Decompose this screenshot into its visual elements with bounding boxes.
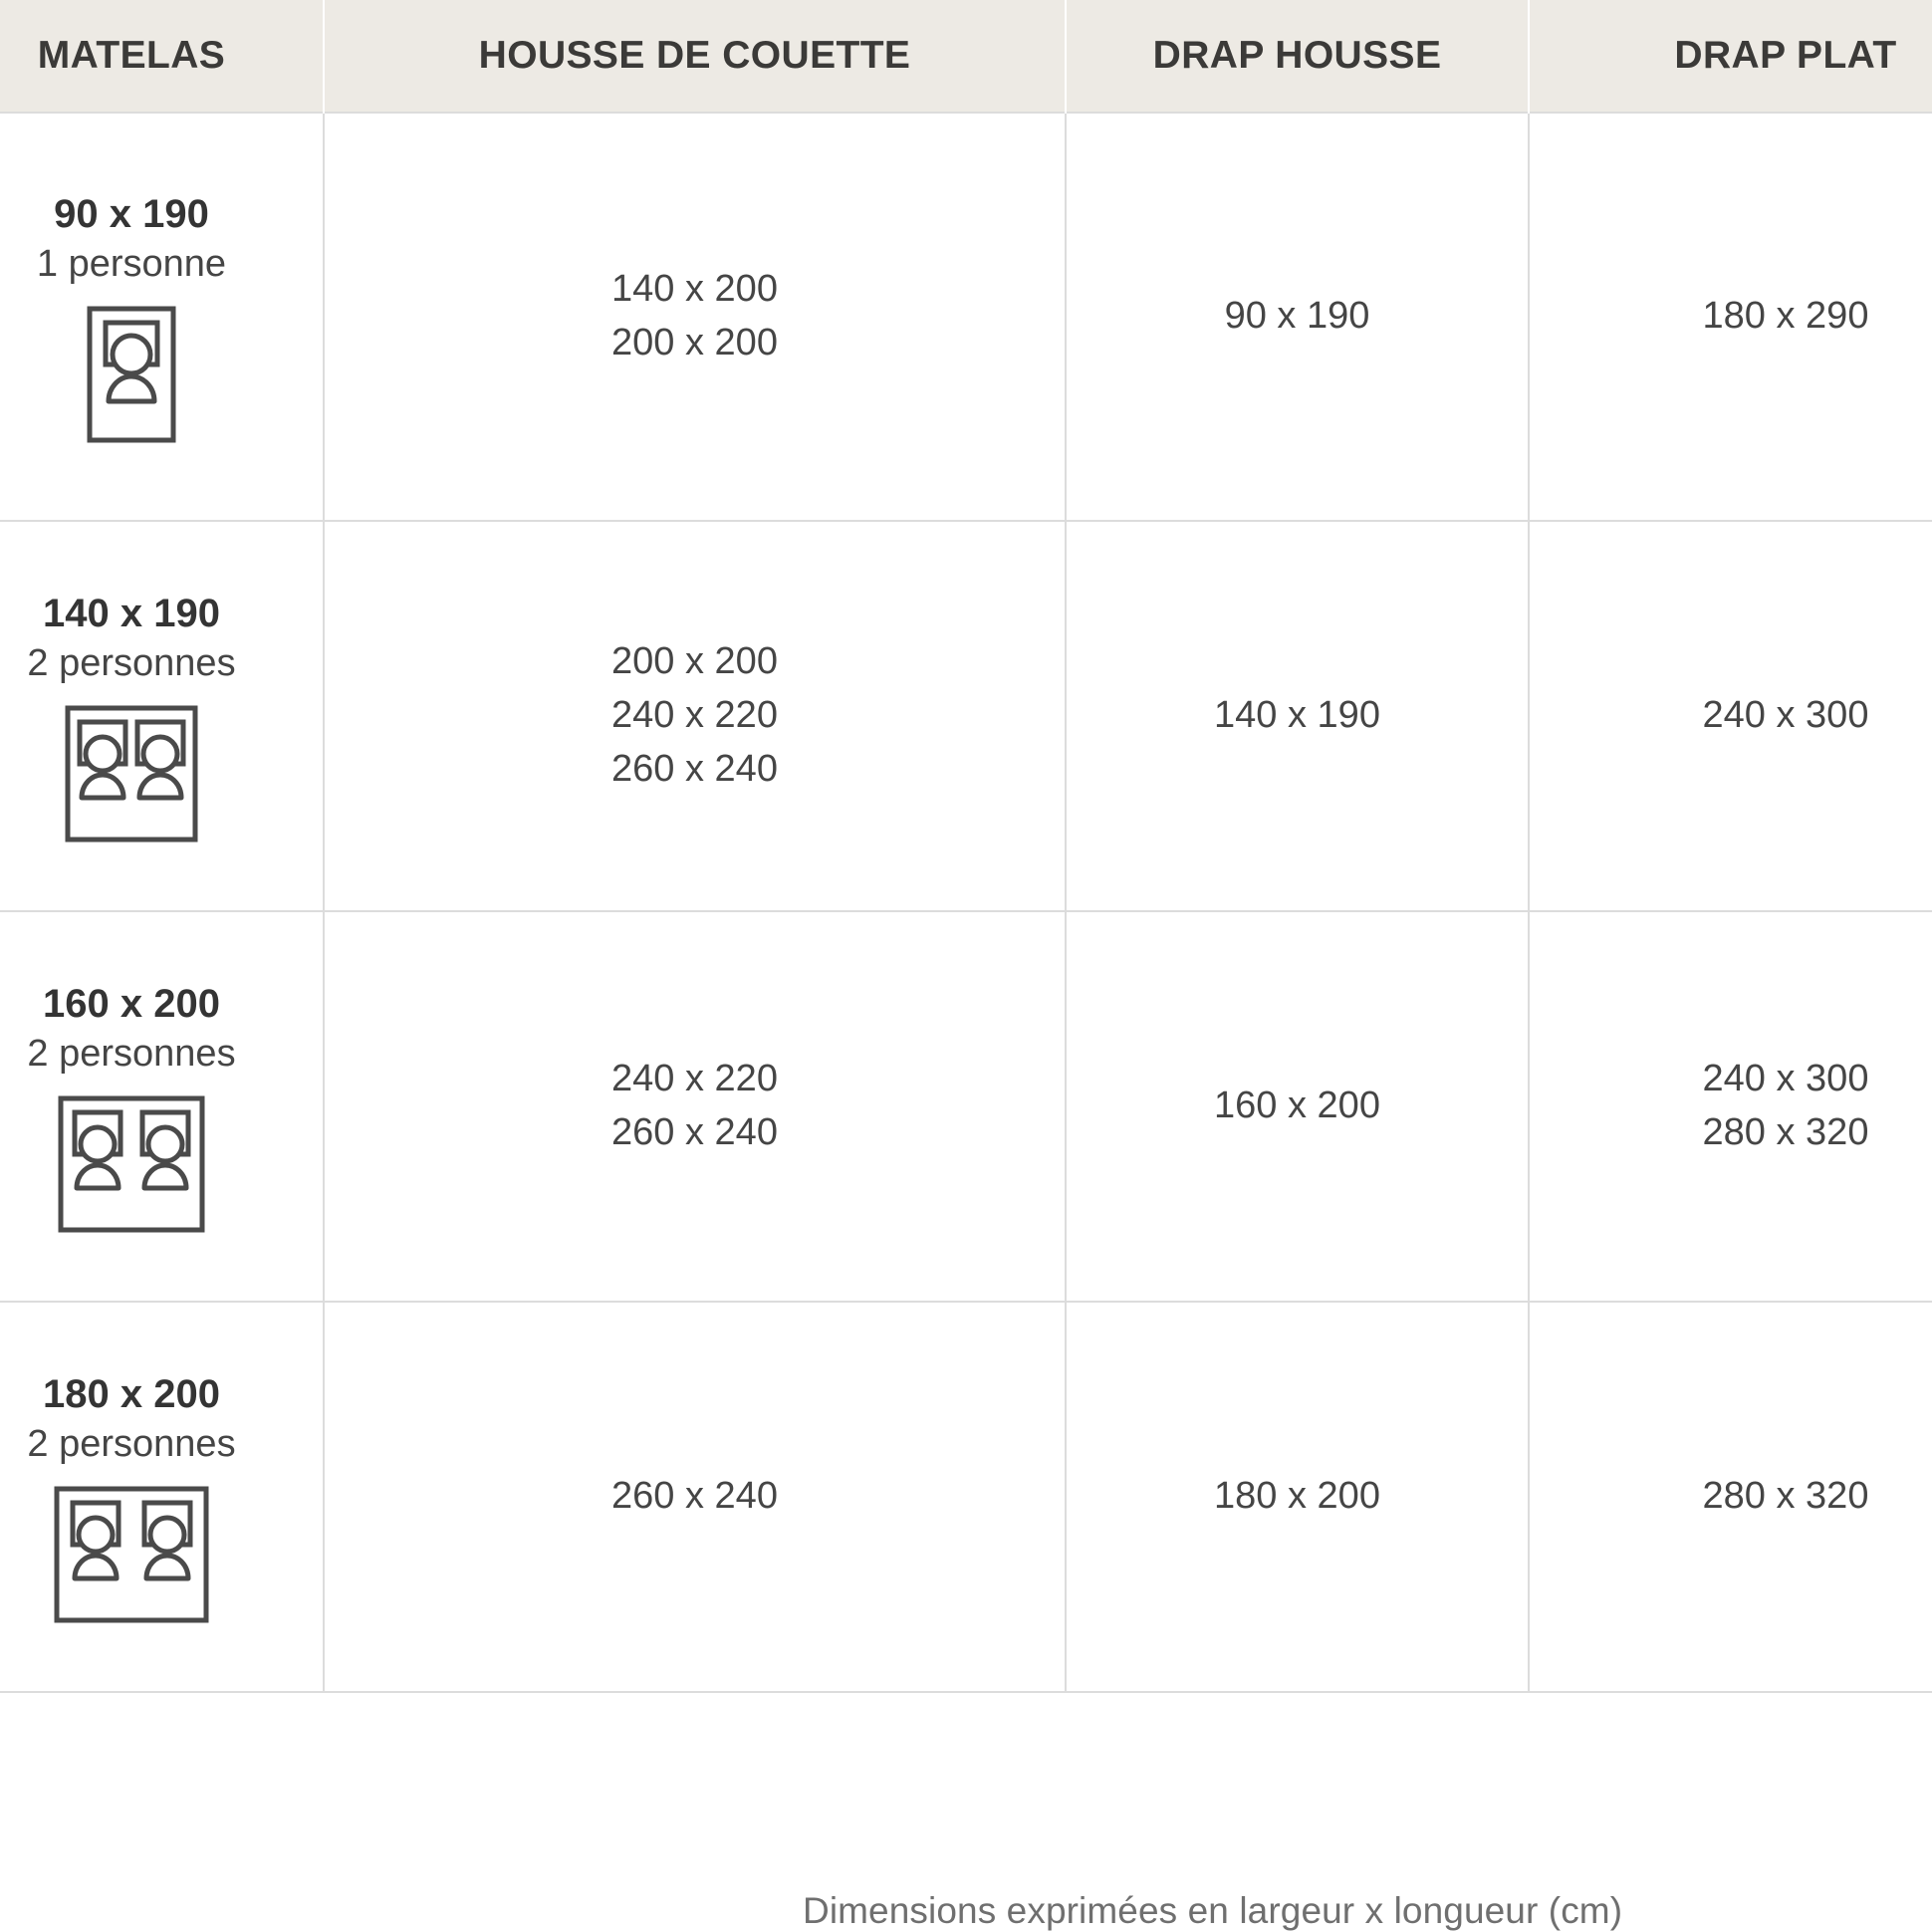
table-header: MATELAS HOUSSE DE COUETTE DRAP HOUSSE DR… [0,0,1932,113]
matelas-size-label: 180 x 200 [43,1372,220,1417]
matelas-size-label: 160 x 200 [43,982,220,1027]
drap-housse-cell: 160 x 200 [1066,910,1530,1302]
value-list: 140 x 190 [1077,689,1518,743]
table-header-row: MATELAS HOUSSE DE COUETTE DRAP HOUSSE DR… [0,0,1932,113]
table-footnote: Dimensions exprimées en largeur x longue… [803,1890,1623,1931]
table-row: 160 x 200 2 personnes [0,910,1932,1302]
drap-plat-cell: 180 x 290 [1529,112,1932,521]
housse-de-couette-cell: 200 x 200 240 x 220 260 x 240 [324,520,1067,911]
drap-plat-cell: 280 x 320 [1529,1301,1932,1693]
drap-plat-cell: 240 x 300 280 x 320 [1529,910,1932,1302]
value-list: 280 x 320 [1540,1470,1932,1524]
value-item: 160 x 200 [1214,1085,1380,1127]
value-item: 260 x 240 [611,1111,778,1153]
value-item: 260 x 240 [611,747,778,790]
value-item: 200 x 200 [611,640,778,683]
value-item: 140 x 190 [1214,694,1380,737]
matelas-cell: 140 x 190 2 personnes [0,520,325,911]
value-list: 90 x 190 [1077,290,1518,344]
value-item: 240 x 220 [611,1058,778,1100]
value-list: 240 x 300 [1540,689,1932,743]
table-row: 140 x 190 2 personnes [0,520,1932,911]
column-header-drap-housse: DRAP HOUSSE [1066,0,1530,113]
matelas-occupants-label: 2 personnes [27,642,236,685]
value-list: 160 x 200 [1077,1080,1518,1133]
drap-housse-cell: 140 x 190 [1066,520,1530,911]
housse-de-couette-cell: 240 x 220 260 x 240 [324,910,1067,1302]
housse-de-couette-cell: 260 x 240 [324,1301,1067,1693]
bed-size-table-wrapper: MATELAS HOUSSE DE COUETTE DRAP HOUSSE DR… [0,0,1932,1693]
column-header-matelas: MATELAS [0,0,325,113]
table-row: 90 x 190 1 personne 140 x 200 200 x 200 [0,112,1932,521]
bed-double-icon [65,705,198,843]
table-body: 90 x 190 1 personne 140 x 200 200 x 200 [0,112,1932,1693]
drap-housse-cell: 180 x 200 [1066,1301,1530,1693]
value-item: 280 x 320 [1702,1111,1869,1153]
value-list: 260 x 240 [335,1470,1055,1524]
matelas-cell: 180 x 200 2 personnes [0,1301,325,1693]
bed-single-icon [87,306,176,443]
value-item: 280 x 320 [1702,1475,1869,1518]
drap-plat-cell: 240 x 300 [1529,520,1932,911]
matelas-size-label: 90 x 190 [54,192,209,237]
value-list: 180 x 200 [1077,1470,1518,1524]
value-item: 90 x 190 [1224,295,1370,338]
value-list: 240 x 220 260 x 240 [335,1053,1055,1160]
value-item: 240 x 300 [1702,1058,1869,1100]
value-item: 260 x 240 [611,1475,778,1518]
column-header-drap-plat: DRAP PLAT [1529,0,1932,113]
value-item: 200 x 200 [611,322,778,363]
matelas-occupants-label: 1 personne [36,243,227,286]
value-item: 240 x 300 [1702,694,1869,737]
matelas-occupants-label: 2 personnes [27,1423,236,1466]
housse-de-couette-cell: 140 x 200 200 x 200 [324,112,1067,521]
bed-double-icon [58,1095,205,1233]
matelas-occupants-label: 2 personnes [27,1033,236,1076]
bed-size-table: MATELAS HOUSSE DE COUETTE DRAP HOUSSE DR… [0,0,1932,1693]
value-list: 200 x 200 240 x 220 260 x 240 [335,635,1055,797]
table-row: 180 x 200 2 personnes [0,1301,1932,1693]
value-item: 140 x 200 [611,268,778,311]
value-item: 180 x 290 [1702,295,1869,338]
matelas-cell: 90 x 190 1 personne [0,112,325,521]
drap-housse-cell: 90 x 190 [1066,112,1530,521]
value-list: 180 x 290 [1540,290,1932,344]
value-list: 140 x 200 200 x 200 [335,263,1055,370]
value-item: 180 x 200 [1214,1475,1380,1518]
bed-double-icon [54,1486,209,1623]
value-list: 240 x 300 280 x 320 [1540,1053,1932,1160]
value-item: 240 x 220 [611,694,778,737]
column-header-housse-de-couette: HOUSSE DE COUETTE [324,0,1067,113]
matelas-size-label: 140 x 190 [43,592,220,636]
matelas-cell: 160 x 200 2 personnes [0,910,325,1302]
